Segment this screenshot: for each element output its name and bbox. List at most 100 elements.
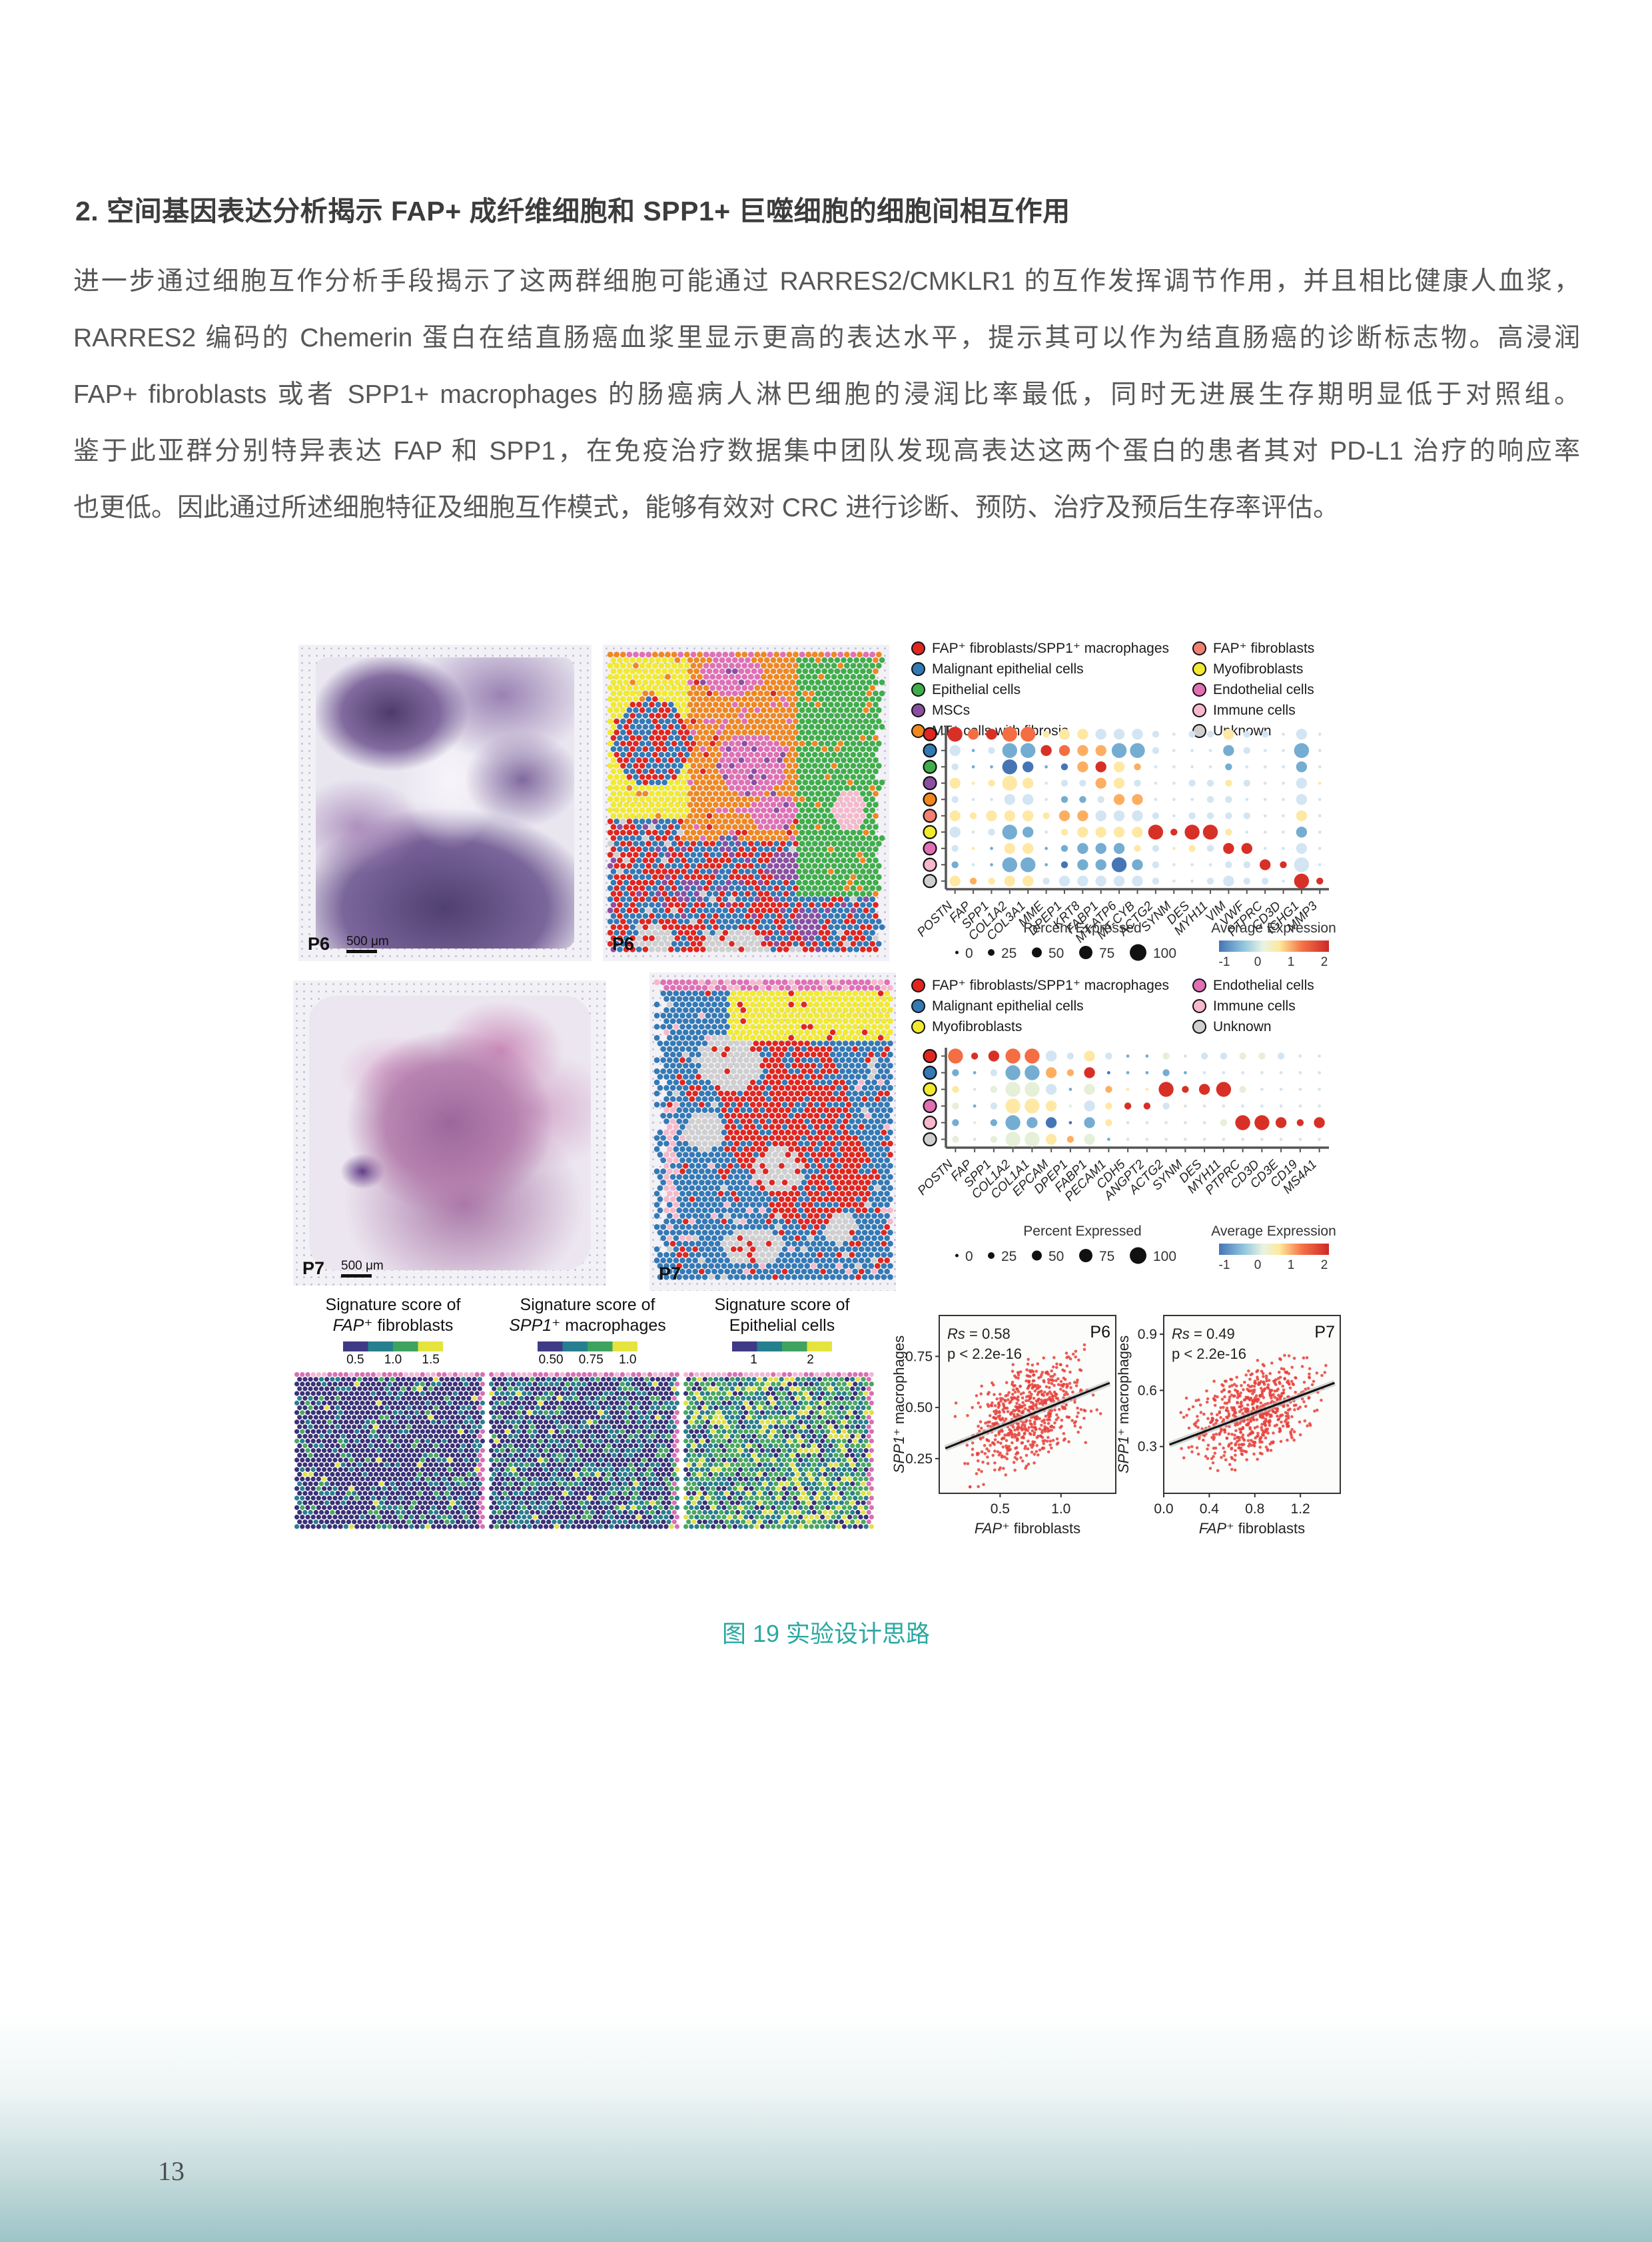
signature-title-line1: Signature score of — [325, 1296, 461, 1314]
legend-item-label: Malignant epithelial cells — [932, 998, 1084, 1014]
cell-type-dot-icon — [1192, 641, 1206, 655]
legend-item: MSCs — [911, 700, 1169, 721]
colorbar-tick: 0.75 — [578, 1353, 604, 1367]
legend-item: Endothelial cells — [1192, 679, 1314, 700]
colorbar-tick: 1 — [750, 1353, 757, 1367]
footer-gradient — [0, 2012, 1652, 2242]
svg-text:Average Expression: Average Expression — [1211, 921, 1336, 936]
he-image-p6: P6 500 μm — [298, 645, 592, 961]
he-image-p7: P7 500 μm — [293, 980, 606, 1286]
legend-p6-left: FAP⁺ fibroblasts/SPP1⁺ macrophages Malign… — [911, 638, 1169, 741]
svg-text:0: 0 — [965, 1249, 973, 1264]
svg-text:-1: -1 — [1219, 1258, 1230, 1272]
svg-text:1: 1 — [1288, 1258, 1295, 1272]
legend-p7-left: FAP⁺ fibroblasts/SPP1⁺ macrophages Malign… — [911, 975, 1169, 1037]
signature-title-line1: Signature score of — [714, 1296, 850, 1314]
signature-map — [294, 1372, 485, 1529]
signature-colorbar-ticks: 0.5 1.0 1.5 — [336, 1353, 450, 1367]
cell-type-dot-icon — [1192, 683, 1206, 697]
scale-bar-line — [341, 1274, 372, 1278]
cell-type-dot-icon — [911, 1020, 925, 1034]
cell-type-dot-icon — [1192, 1020, 1206, 1034]
legend-item: Malignant epithelial cells — [911, 659, 1169, 679]
legend-item-label: FAP⁺ fibroblasts — [1213, 641, 1315, 656]
paragraph-line: 进一步通过细胞互作分析手段揭示了这两群细胞可能通过 RARRES2/CMKLR1… — [73, 267, 1580, 296]
legend-item-label: Endothelial cells — [1213, 681, 1314, 697]
svg-text:Percent Expressed: Percent Expressed — [1023, 921, 1141, 936]
legend-item: Myofibroblasts — [911, 1016, 1169, 1037]
spatial-map-p7: P7 — [649, 972, 896, 1291]
legend-item-label: Myofibroblasts — [1213, 661, 1304, 677]
signature-colorbar-ticks: 0.50 0.75 1.0 — [531, 1353, 644, 1367]
svg-text:25: 25 — [1001, 1249, 1017, 1264]
scale-bar: 500 μm — [341, 1260, 384, 1278]
signature-title: Signature score of FAP⁺ fibroblasts — [286, 1295, 500, 1336]
colorbar-tick: 0.50 — [538, 1353, 564, 1367]
legend-item: Unknown — [1192, 1016, 1314, 1037]
cell-type-dot-icon — [911, 683, 925, 697]
svg-text:1: 1 — [1288, 955, 1295, 969]
panel-label-p7: P7 — [302, 1258, 325, 1278]
legend-item: Myofibroblasts — [1192, 659, 1314, 679]
legend-item: Malignant epithelial cells — [911, 996, 1169, 1016]
cell-type-dot-icon — [911, 703, 925, 717]
spatial-dots-p6 — [607, 651, 885, 952]
legend-p6-right: FAP⁺ fibroblasts Myofibroblasts Endothelia… — [1192, 638, 1314, 741]
svg-text:0: 0 — [1254, 955, 1262, 969]
legend-item-label: FAP⁺ fibroblasts/SPP1⁺ macrophages — [932, 978, 1170, 993]
paragraph-line: 鉴于此亚群分别特异表达 FAP 和 SPP1，在免疫治疗数据集中团队发现高表达这… — [73, 437, 1580, 466]
legend-item: Epithelial cells — [911, 679, 1169, 700]
svg-text:25: 25 — [1001, 946, 1017, 961]
cell-type-dot-icon — [911, 662, 925, 676]
cell-type-dot-icon — [911, 978, 925, 992]
legend-item-label: Unknown — [1213, 1018, 1272, 1034]
he-tissue-p6 — [316, 657, 574, 948]
signature-colorbar — [343, 1341, 443, 1351]
signature-title-line2: FAP⁺ fibroblasts — [332, 1316, 454, 1335]
signature-colorbar — [538, 1341, 637, 1351]
panel-label-p6: P6 — [308, 934, 330, 954]
colorbar-tick: 2 — [807, 1353, 814, 1367]
svg-text:100: 100 — [1153, 1249, 1176, 1264]
signature-map — [489, 1372, 679, 1529]
paragraph-line: RARRES2 编码的 Chemerin 蛋白在结直肠癌血浆里显示更高的表达水平… — [73, 324, 1580, 352]
cell-type-dot-icon — [1192, 999, 1206, 1013]
signature-title-line2: SPP1⁺ macrophages — [509, 1316, 666, 1335]
scatter-plot-p7: 0.30.60.90.0 0.4 0.8 1.2Rs = 0.49p < 2.2e-1… — [1115, 1315, 1341, 1537]
colorbar-tick: 1.0 — [384, 1353, 402, 1367]
svg-text:POSTN: POSTN — [915, 899, 955, 939]
signature-title-line1: Signature score of — [520, 1296, 655, 1314]
dotplot-p7: POSTNFAPSPP1COL1A2COL1A1EPCAMDPEP1FABP1P… — [915, 1048, 1336, 1272]
paragraph-line: 也更低。因此通过所述细胞特征及细胞互作模式，能够有效对 CRC 进行诊断、预防、… — [73, 494, 1340, 522]
panel-label-p6: P6 — [612, 934, 635, 954]
legend-item: Endothelial cells — [1192, 975, 1314, 996]
colorbar-tick: 1.0 — [618, 1353, 637, 1367]
svg-text:POSTN: POSTN — [915, 1157, 956, 1198]
figure-caption: 图 19 实验设计思路 — [721, 1620, 931, 1647]
svg-text:Percent Expressed: Percent Expressed — [1023, 1224, 1141, 1239]
colorbar-tick: 1.5 — [422, 1353, 440, 1367]
signature-colorbar — [732, 1341, 832, 1351]
panel-label-p7: P7 — [659, 1264, 681, 1284]
legend-item: FAP⁺ fibroblasts — [1192, 638, 1314, 659]
spatial-dots-p7 — [653, 979, 893, 1280]
scatter-plot-p6: 0.250.500.750.5 1.0Rs = 0.58p < 2.2e-16P6… — [891, 1315, 1116, 1537]
legend-item-label: FAP⁺ fibroblasts/SPP1⁺ macrophages — [932, 641, 1170, 656]
scale-bar-label: 500 μm — [346, 934, 389, 948]
legend-item-label: Immune cells — [1213, 998, 1296, 1014]
svg-text:50: 50 — [1048, 946, 1064, 961]
svg-text:2: 2 — [1321, 955, 1328, 969]
legend-item-label: Malignant epithelial cells — [932, 661, 1084, 677]
signature-title: Signature score of Epithelial cells — [675, 1295, 889, 1336]
svg-text:0: 0 — [1254, 1258, 1262, 1272]
legend-item: Immune cells — [1192, 700, 1314, 721]
svg-text:50: 50 — [1048, 1249, 1064, 1264]
page-number: 13 — [158, 2156, 185, 2186]
section-heading: 2. 空间基因表达分析揭示 FAP+ 成纤维细胞和 SPP1+ 巨噬细胞的细胞间… — [75, 196, 1070, 226]
scale-bar: 500 μm — [346, 935, 389, 953]
cell-type-dot-icon — [1192, 662, 1206, 676]
legend-item: FAP⁺ fibroblasts/SPP1⁺ macrophages — [911, 638, 1169, 659]
legend-item-label: Endothelial cells — [1213, 977, 1314, 993]
